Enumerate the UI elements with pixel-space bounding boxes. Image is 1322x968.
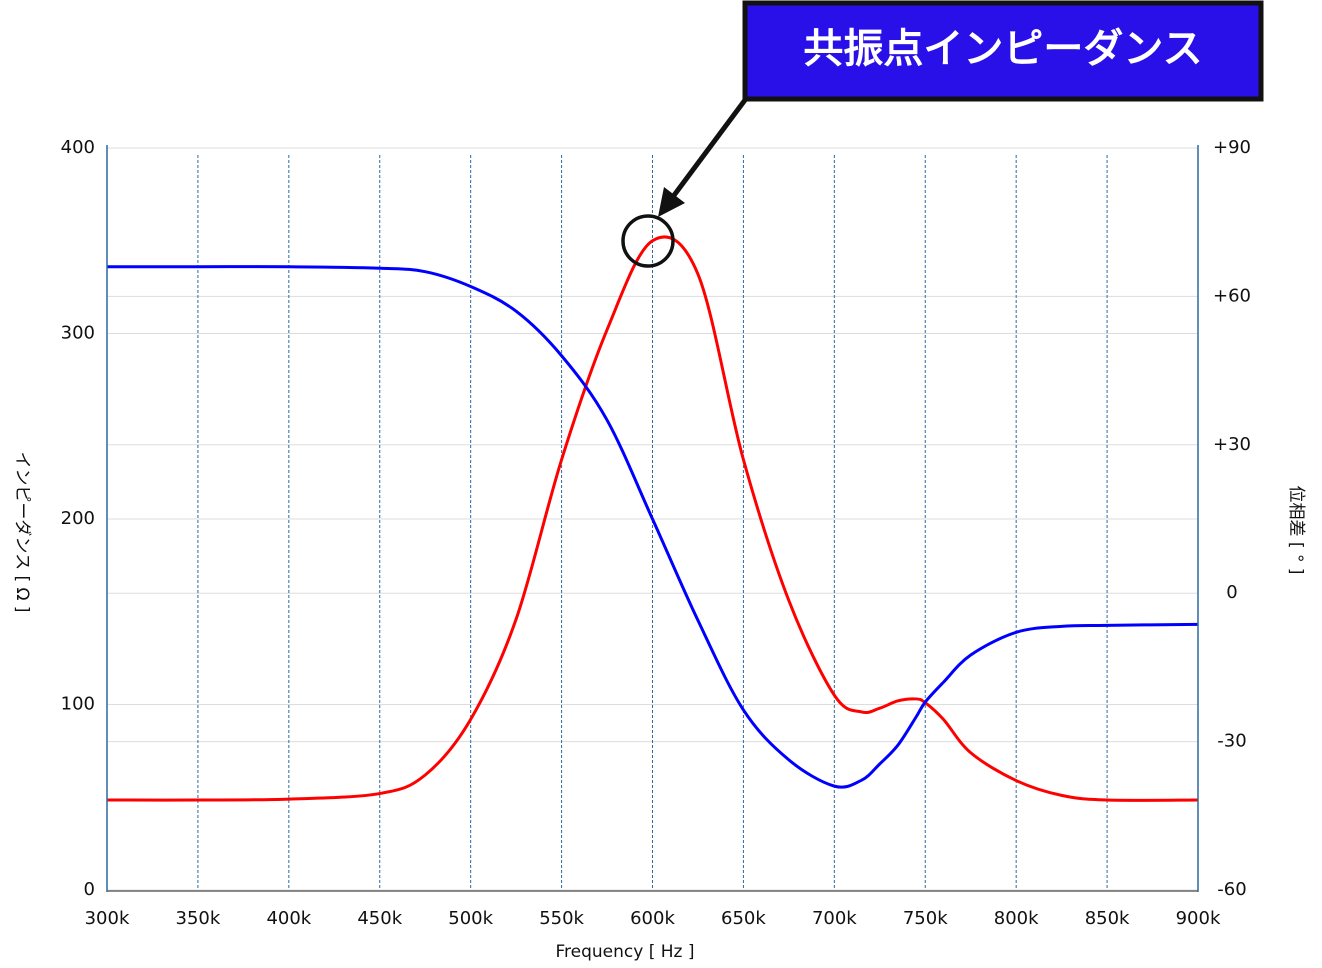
y2-tick-label: +30 [1213, 434, 1251, 455]
y2-tick-label: -30 [1217, 731, 1246, 752]
callout-box [742, 0, 1264, 102]
x-tick-label: 900k [1176, 908, 1221, 929]
series-line [106, 265, 1199, 789]
x-tick-label: 450k [357, 908, 402, 929]
x-tick-label: 400k [266, 908, 311, 929]
x-tick-label: 850k [1085, 908, 1130, 929]
x-tick-label: 500k [448, 908, 493, 929]
y2-tick-label: +90 [1213, 137, 1251, 158]
x-tick-label: 700k [812, 908, 857, 929]
y2-tick-label: -60 [1217, 879, 1246, 900]
y-tick-label: 200 [61, 508, 95, 529]
highlight-circle [621, 214, 675, 268]
x-tick-label: 650k [721, 908, 766, 929]
x-tick-label: 750k [903, 908, 948, 929]
y-axis-label: インピーダンス [ Ω ] [12, 451, 32, 612]
x-tick-label: 800k [994, 908, 1039, 929]
y2-axis-label: 位相差 [ ° ] [1286, 486, 1306, 575]
y-tick-label: 100 [61, 694, 95, 715]
x-axis-label: Frequency [ Hz ] [555, 942, 694, 962]
y2-tick-label: +60 [1213, 285, 1251, 306]
lines [106, 235, 1199, 802]
x-tick-label: 550k [539, 908, 584, 929]
x-tick-label: 600k [630, 908, 675, 929]
x-tick-label: 350k [176, 908, 221, 929]
y-tick-label: 400 [61, 137, 95, 158]
arrow-head [658, 187, 685, 217]
y-tick-label: 0 [84, 879, 95, 900]
arrow-shaft [669, 98, 748, 200]
callout-text: 共振点インピーダンス [803, 26, 1202, 72]
x-tick-label: 300k [85, 908, 130, 929]
series-line [106, 235, 1199, 802]
y-tick-label: 300 [61, 323, 95, 344]
y2-tick-label: 0 [1226, 582, 1237, 603]
